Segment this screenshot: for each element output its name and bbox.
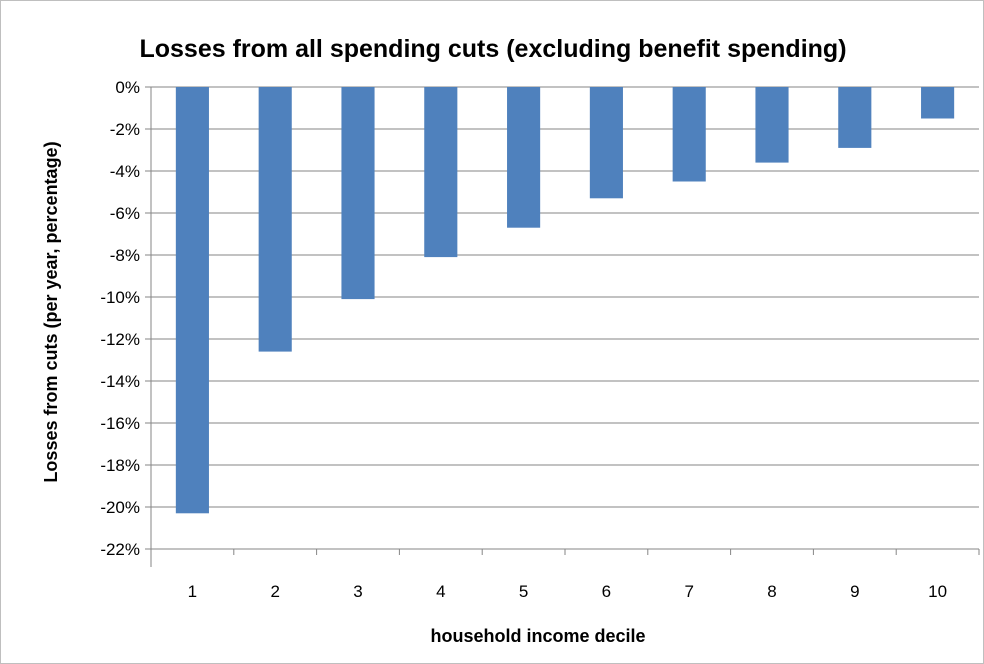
x-axis-title: household income decile <box>430 626 645 646</box>
x-tick-label: 8 <box>767 582 776 601</box>
y-tick-label: 0% <box>115 78 140 97</box>
x-tick-label: 2 <box>270 582 279 601</box>
bar-decile-2 <box>258 87 292 352</box>
x-tick-label: 3 <box>353 582 362 601</box>
x-tick-label: 7 <box>684 582 693 601</box>
y-axis-title: Losses from cuts (per year, percentage) <box>41 141 61 482</box>
axes <box>145 86 980 567</box>
y-tick-label: -20% <box>100 498 140 517</box>
x-tick-label: 9 <box>850 582 859 601</box>
bars <box>175 87 955 514</box>
bar-decile-9 <box>838 87 872 148</box>
y-tick-label: -2% <box>110 120 140 139</box>
x-tick-label: 6 <box>602 582 611 601</box>
y-tick-label: -16% <box>100 414 140 433</box>
y-tick-label: -18% <box>100 456 140 475</box>
bar-decile-6 <box>589 87 623 199</box>
bar-decile-1 <box>175 87 209 514</box>
chart-title: Losses from all spending cuts (excluding… <box>139 35 846 63</box>
y-tick-label: -10% <box>100 288 140 307</box>
y-tick-label: -8% <box>110 246 140 265</box>
bar-decile-8 <box>755 87 789 163</box>
x-tick-label: 10 <box>928 582 947 601</box>
bar-decile-5 <box>507 87 541 228</box>
bar-decile-3 <box>341 87 375 300</box>
bar-decile-4 <box>424 87 458 258</box>
y-tick-label: -4% <box>110 162 140 181</box>
x-tick-label: 4 <box>436 582 445 601</box>
y-tick-labels: 0% -2% -4% -6% -8% -10% -12% -14% -16% -18% -20% -2… <box>100 78 140 559</box>
x-tick-label: 1 <box>188 582 197 601</box>
y-tick-label: -22% <box>100 540 140 559</box>
bar-decile-10 <box>921 87 955 119</box>
y-tick-label: -12% <box>100 330 140 349</box>
x-tick-label: 5 <box>519 582 528 601</box>
y-tick-label: -14% <box>100 372 140 391</box>
bar-decile-7 <box>672 87 706 182</box>
x-tick-labels: 1 2 3 4 5 6 7 8 9 10 <box>188 582 947 601</box>
y-tick-label: -6% <box>110 204 140 223</box>
